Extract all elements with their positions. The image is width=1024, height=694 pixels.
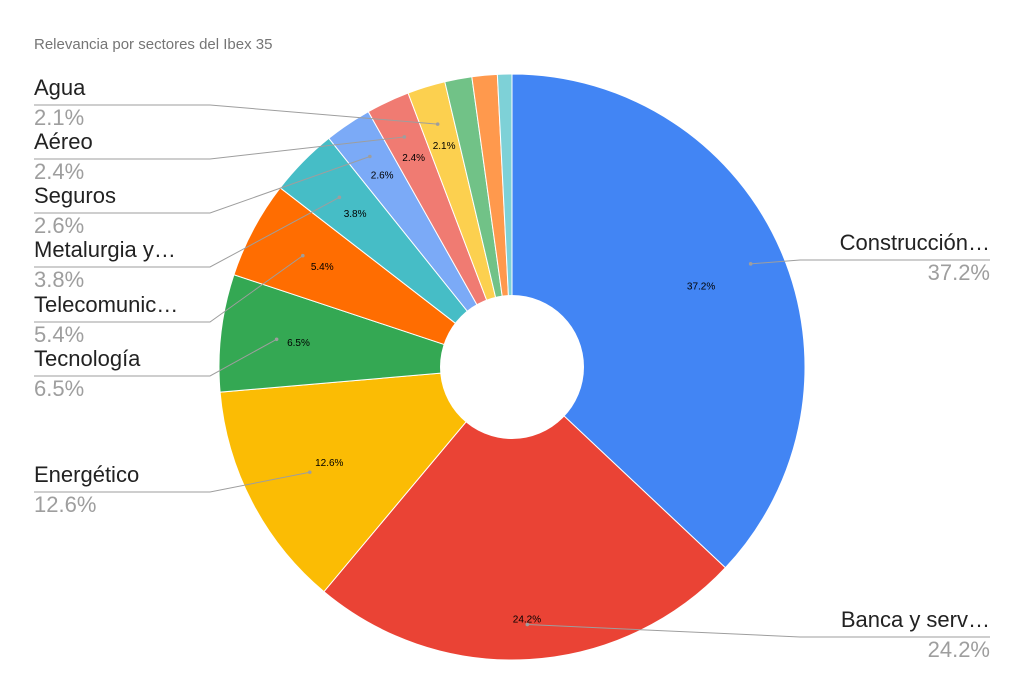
label-name-metalurgia-y: Metalurgia y… <box>34 237 176 262</box>
slice-percent-telecomunic: 5.4% <box>311 262 334 273</box>
leader-lines <box>34 104 990 638</box>
slice-percent-energetico: 12.6% <box>315 458 343 469</box>
label-name-construccion: Construcción… <box>840 230 990 255</box>
chart-title: Relevancia por sectores del Ibex 35 <box>34 36 272 53</box>
label-name-banca-y-serv: Banca y serv… <box>841 607 990 632</box>
label-name-telecomunic: Telecomunic… <box>34 292 178 317</box>
slice-other-11 <box>496 73 513 368</box>
leader-line-banca-y-serv <box>527 624 990 638</box>
slice-percent-aereo: 2.4% <box>402 153 425 164</box>
label-percent-energetico: 12.6% <box>34 492 96 517</box>
slice-percent-agua: 2.1% <box>433 141 456 152</box>
label-name-seguros: Seguros <box>34 183 116 208</box>
slice-percent-seguros: 2.6% <box>371 171 394 182</box>
label-name-aereo: Aéreo <box>34 129 93 154</box>
slice-construccion <box>511 73 806 569</box>
label-percent-metalurgia-y: 3.8% <box>34 267 84 292</box>
slices-group <box>218 73 806 661</box>
leader-dot-agua <box>435 122 440 126</box>
leader-line-seguros <box>34 156 371 214</box>
external-labels: Construcción… 37.2% Banca y serv… 24.2% Ener… <box>34 75 990 662</box>
label-name-agua: Agua <box>34 75 86 100</box>
label-percent-construccion: 37.2% <box>928 260 990 285</box>
slice-percent-tecnologia: 6.5% <box>287 338 310 349</box>
leader-dot-metalurgia-y <box>337 195 342 200</box>
leader-line-agua <box>34 104 438 125</box>
leader-dot-energetico <box>307 470 312 475</box>
slice-percent-banca-y-serv: 24.2% <box>513 615 541 626</box>
leader-line-telecomunic <box>34 255 304 323</box>
slice-percent-labels: 37.2% 24.2% 12.6% 6.5% 5.4% 3.8% 2.6% 2.4% 2.1% <box>287 141 715 625</box>
leader-line-aereo <box>34 136 405 160</box>
label-percent-aereo: 2.4% <box>34 159 84 184</box>
label-percent-agua: 2.1% <box>34 105 84 130</box>
leader-line-metalurgia-y <box>34 196 340 268</box>
leader-dot-construccion <box>748 262 753 266</box>
leader-line-construccion <box>750 259 990 265</box>
leader-dot-telecomunic <box>300 253 305 258</box>
label-name-energetico: Energético <box>34 462 139 487</box>
leader-line-tecnologia <box>34 338 277 377</box>
slice-percent-metalurgia-y: 3.8% <box>344 209 367 220</box>
slice-energetico <box>219 366 514 593</box>
label-percent-tecnologia: 6.5% <box>34 376 84 401</box>
slice-tecnologia <box>218 274 513 393</box>
slice-banca-y-serv <box>323 366 727 661</box>
leader-line-energetico <box>34 471 310 493</box>
leader-dot-aereo <box>402 135 407 139</box>
donut-hole <box>440 295 584 439</box>
label-percent-banca-y-serv: 24.2% <box>928 637 990 662</box>
leader-dot-banca-y-serv <box>525 622 530 627</box>
leader-dot-seguros <box>368 154 372 159</box>
slice-percent-construccion: 37.2% <box>687 281 715 292</box>
label-percent-seguros: 2.6% <box>34 213 84 238</box>
label-percent-telecomunic: 5.4% <box>34 322 84 347</box>
leader-dot-tecnologia <box>274 337 279 342</box>
label-name-tecnologia: Tecnología <box>34 346 141 371</box>
